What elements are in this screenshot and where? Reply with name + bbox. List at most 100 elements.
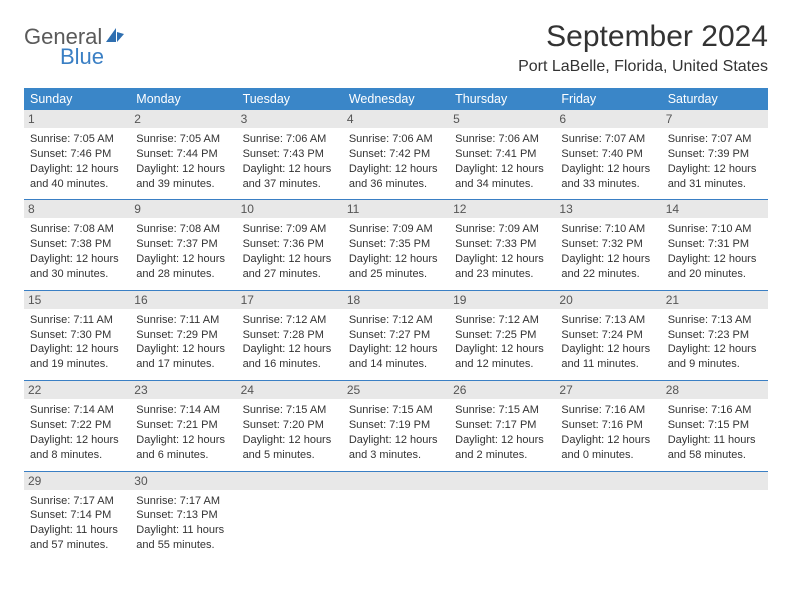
day-body: Sunrise: 7:06 AMSunset: 7:43 PMDaylight:… xyxy=(243,132,337,191)
day-body: Sunrise: 7:13 AMSunset: 7:23 PMDaylight:… xyxy=(668,313,762,372)
calendar-day-cell: 1Sunrise: 7:05 AMSunset: 7:46 PMDaylight… xyxy=(24,110,130,199)
calendar-day-cell: 11Sunrise: 7:09 AMSunset: 7:35 PMDayligh… xyxy=(343,200,449,289)
sunrise-line: Sunrise: 7:15 AM xyxy=(455,403,549,418)
sunset-line: Sunset: 7:16 PM xyxy=(561,418,655,433)
sunrise-line: Sunrise: 7:05 AM xyxy=(136,132,230,147)
calendar-day-cell: 22Sunrise: 7:14 AMSunset: 7:22 PMDayligh… xyxy=(24,381,130,470)
day-number xyxy=(343,472,449,490)
daylight-line: Daylight: 12 hours and 5 minutes. xyxy=(243,433,337,463)
calendar-day-cell: 3Sunrise: 7:06 AMSunset: 7:43 PMDaylight… xyxy=(237,110,343,199)
calendar-day-cell: 29 Sunrise: 7:17 AMSunset: 7:14 PMDayligh… xyxy=(24,472,130,561)
day-number: 27 xyxy=(555,381,661,399)
sunrise-line: Sunrise: 7:16 AM xyxy=(668,403,762,418)
day-body: Sunrise: 7:13 AMSunset: 7:24 PMDaylight:… xyxy=(561,313,655,372)
day-number: 11 xyxy=(343,200,449,218)
sunrise-line: Sunrise: 7:15 AM xyxy=(243,403,337,418)
calendar-day-cell: 16Sunrise: 7:11 AMSunset: 7:29 PMDayligh… xyxy=(130,291,236,380)
sunrise-line: Sunrise: 7:08 AM xyxy=(136,222,230,237)
sunset-line: Sunset: 7:30 PM xyxy=(30,328,124,343)
day-number xyxy=(449,472,555,490)
daylight-line: Daylight: 12 hours and 19 minutes. xyxy=(30,342,124,372)
day-body: Sunrise: 7:15 AMSunset: 7:19 PMDaylight:… xyxy=(349,403,443,462)
sunset-line: Sunset: 7:21 PM xyxy=(136,418,230,433)
sunset-line: Sunset: 7:38 PM xyxy=(30,237,124,252)
sunset-line: Sunset: 7:29 PM xyxy=(136,328,230,343)
sunrise-line: Sunrise: 7:12 AM xyxy=(243,313,337,328)
day-body: Sunrise: 7:07 AMSunset: 7:40 PMDaylight:… xyxy=(561,132,655,191)
calendar-day-cell xyxy=(555,472,661,561)
sunrise-line: Sunrise: 7:12 AM xyxy=(455,313,549,328)
day-body: Sunrise: 7:09 AMSunset: 7:36 PMDaylight:… xyxy=(243,222,337,281)
calendar-day-cell: 24Sunrise: 7:15 AMSunset: 7:20 PMDayligh… xyxy=(237,381,343,470)
daylight-line: Daylight: 12 hours and 30 minutes. xyxy=(30,252,124,282)
logo: General Blue xyxy=(24,20,126,68)
day-body: Sunrise: 7:17 AMSunset: 7:14 PMDaylight:… xyxy=(30,494,124,553)
calendar-day-cell: 6Sunrise: 7:07 AMSunset: 7:40 PMDaylight… xyxy=(555,110,661,199)
calendar-day-cell: 25Sunrise: 7:15 AMSunset: 7:19 PMDayligh… xyxy=(343,381,449,470)
sunset-line: Sunset: 7:28 PM xyxy=(243,328,337,343)
day-number xyxy=(555,472,661,490)
sunrise-line: Sunrise: 7:05 AM xyxy=(30,132,124,147)
day-body: Sunrise: 7:16 AMSunset: 7:15 PMDaylight:… xyxy=(668,403,762,462)
day-number: 26 xyxy=(449,381,555,399)
calendar-week-row: 8Sunrise: 7:08 AMSunset: 7:38 PMDaylight… xyxy=(24,200,768,290)
calendar-day-cell: 20 Sunrise: 7:13 AMSunset: 7:24 PMDayligh… xyxy=(555,291,661,380)
calendar-day-cell xyxy=(449,472,555,561)
day-number: 14 xyxy=(662,200,768,218)
day-number: 28 xyxy=(662,381,768,399)
sunset-line: Sunset: 7:27 PM xyxy=(349,328,443,343)
daylight-line: Daylight: 12 hours and 9 minutes. xyxy=(668,342,762,372)
daylight-line: Daylight: 12 hours and 37 minutes. xyxy=(243,162,337,192)
page-header: General Blue September 2024 Port LaBelle… xyxy=(24,20,768,76)
calendar-week-row: 1Sunrise: 7:05 AMSunset: 7:46 PMDaylight… xyxy=(24,110,768,200)
daylight-line: Daylight: 12 hours and 34 minutes. xyxy=(455,162,549,192)
calendar-day-cell: 8Sunrise: 7:08 AMSunset: 7:38 PMDaylight… xyxy=(24,200,130,289)
daylight-line: Daylight: 12 hours and 11 minutes. xyxy=(561,342,655,372)
calendar-day-cell: 7 Sunrise: 7:07 AMSunset: 7:39 PMDaylight… xyxy=(662,110,768,199)
sunset-line: Sunset: 7:33 PM xyxy=(455,237,549,252)
day-number: 12 xyxy=(449,200,555,218)
day-number: 10 xyxy=(237,200,343,218)
daylight-line: Daylight: 12 hours and 0 minutes. xyxy=(561,433,655,463)
day-number: 7 xyxy=(662,110,768,128)
calendar-page: General Blue September 2024 Port LaBelle… xyxy=(0,0,792,581)
sunset-line: Sunset: 7:32 PM xyxy=(561,237,655,252)
sunrise-line: Sunrise: 7:13 AM xyxy=(561,313,655,328)
sunset-line: Sunset: 7:17 PM xyxy=(455,418,549,433)
day-body: Sunrise: 7:12 AMSunset: 7:28 PMDaylight:… xyxy=(243,313,337,372)
day-body: Sunrise: 7:08 AMSunset: 7:37 PMDaylight:… xyxy=(136,222,230,281)
day-number: 29 xyxy=(24,472,130,490)
daylight-line: Daylight: 12 hours and 39 minutes. xyxy=(136,162,230,192)
sunrise-line: Sunrise: 7:09 AM xyxy=(243,222,337,237)
day-body: Sunrise: 7:07 AMSunset: 7:39 PMDaylight:… xyxy=(668,132,762,191)
day-number: 20 xyxy=(555,291,661,309)
sunset-line: Sunset: 7:40 PM xyxy=(561,147,655,162)
calendar-day-cell: 10 Sunrise: 7:09 AMSunset: 7:36 PMDayligh… xyxy=(237,200,343,289)
day-body: Sunrise: 7:10 AMSunset: 7:31 PMDaylight:… xyxy=(668,222,762,281)
sunset-line: Sunset: 7:41 PM xyxy=(455,147,549,162)
day-number: 23 xyxy=(130,381,236,399)
day-number: 4 xyxy=(343,110,449,128)
calendar-day-cell: 14 Sunrise: 7:10 AMSunset: 7:31 PMDayligh… xyxy=(662,200,768,289)
day-body: Sunrise: 7:10 AMSunset: 7:32 PMDaylight:… xyxy=(561,222,655,281)
sunset-line: Sunset: 7:44 PM xyxy=(136,147,230,162)
calendar-day-cell: 17Sunrise: 7:12 AMSunset: 7:28 PMDayligh… xyxy=(237,291,343,380)
sunset-line: Sunset: 7:35 PM xyxy=(349,237,443,252)
sunrise-line: Sunrise: 7:15 AM xyxy=(349,403,443,418)
day-body: Sunrise: 7:17 AMSunset: 7:13 PMDaylight:… xyxy=(136,494,230,553)
sunrise-line: Sunrise: 7:16 AM xyxy=(561,403,655,418)
day-of-week-header: Sunday Monday Tuesday Wednesday Thursday… xyxy=(24,88,768,110)
day-number: 16 xyxy=(130,291,236,309)
calendar-week-row: 22Sunrise: 7:14 AMSunset: 7:22 PMDayligh… xyxy=(24,381,768,471)
calendar-day-cell xyxy=(343,472,449,561)
day-body: Sunrise: 7:15 AMSunset: 7:17 PMDaylight:… xyxy=(455,403,549,462)
day-number: 18 xyxy=(343,291,449,309)
calendar-day-cell: 2Sunrise: 7:05 AMSunset: 7:44 PMDaylight… xyxy=(130,110,236,199)
daylight-line: Daylight: 12 hours and 25 minutes. xyxy=(349,252,443,282)
day-number: 22 xyxy=(24,381,130,399)
calendar-day-cell: 19Sunrise: 7:12 AMSunset: 7:25 PMDayligh… xyxy=(449,291,555,380)
daylight-line: Daylight: 12 hours and 27 minutes. xyxy=(243,252,337,282)
day-number: 5 xyxy=(449,110,555,128)
sunset-line: Sunset: 7:36 PM xyxy=(243,237,337,252)
daylight-line: Daylight: 12 hours and 14 minutes. xyxy=(349,342,443,372)
